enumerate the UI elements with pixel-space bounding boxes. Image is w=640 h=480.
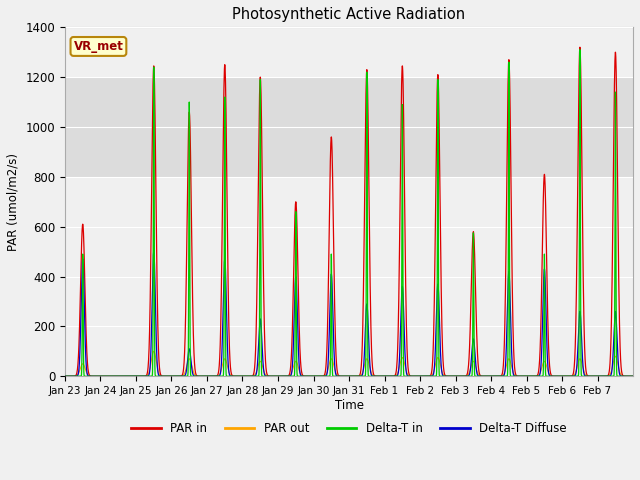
X-axis label: Time: Time [335,399,364,412]
Title: Photosynthetic Active Radiation: Photosynthetic Active Radiation [232,7,465,22]
Y-axis label: PAR (umol/m2/s): PAR (umol/m2/s) [7,153,20,251]
Bar [65,77,633,177]
Text: VR_met: VR_met [74,40,124,53]
Legend: PAR in, PAR out, Delta-T in, Delta-T Diffuse: PAR in, PAR out, Delta-T in, Delta-T Dif… [126,418,572,440]
